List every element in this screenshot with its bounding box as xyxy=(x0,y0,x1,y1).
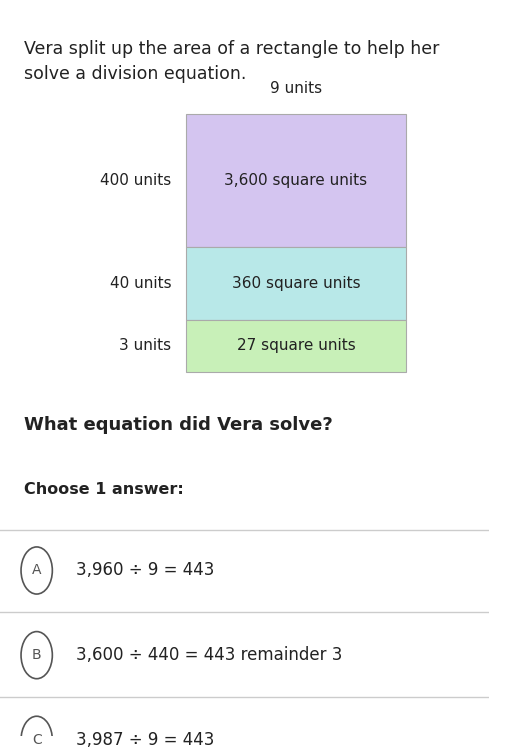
Text: 27 square units: 27 square units xyxy=(237,339,355,354)
Text: Choose 1 answer:: Choose 1 answer: xyxy=(24,482,184,497)
Text: 9 units: 9 units xyxy=(270,81,322,96)
Text: 3,960 ÷ 9 = 443: 3,960 ÷ 9 = 443 xyxy=(76,562,214,580)
Text: 400 units: 400 units xyxy=(100,173,171,188)
Text: 3 units: 3 units xyxy=(119,339,171,354)
Text: 360 square units: 360 square units xyxy=(232,276,361,291)
Text: C: C xyxy=(32,733,42,747)
Text: A: A xyxy=(32,563,42,577)
FancyBboxPatch shape xyxy=(186,247,406,320)
Text: B: B xyxy=(32,649,42,662)
Text: 3,600 ÷ 440 = 443 remainder 3: 3,600 ÷ 440 = 443 remainder 3 xyxy=(76,646,342,664)
Text: 40 units: 40 units xyxy=(109,276,171,291)
Text: What equation did Vera solve?: What equation did Vera solve? xyxy=(24,416,333,434)
FancyBboxPatch shape xyxy=(186,114,406,247)
Text: 3,600 square units: 3,600 square units xyxy=(225,173,367,188)
FancyBboxPatch shape xyxy=(186,320,406,372)
Text: Vera split up the area of a rectangle to help her
solve a division equation.: Vera split up the area of a rectangle to… xyxy=(24,40,440,84)
Text: 3,987 ÷ 9 = 443: 3,987 ÷ 9 = 443 xyxy=(76,731,214,748)
